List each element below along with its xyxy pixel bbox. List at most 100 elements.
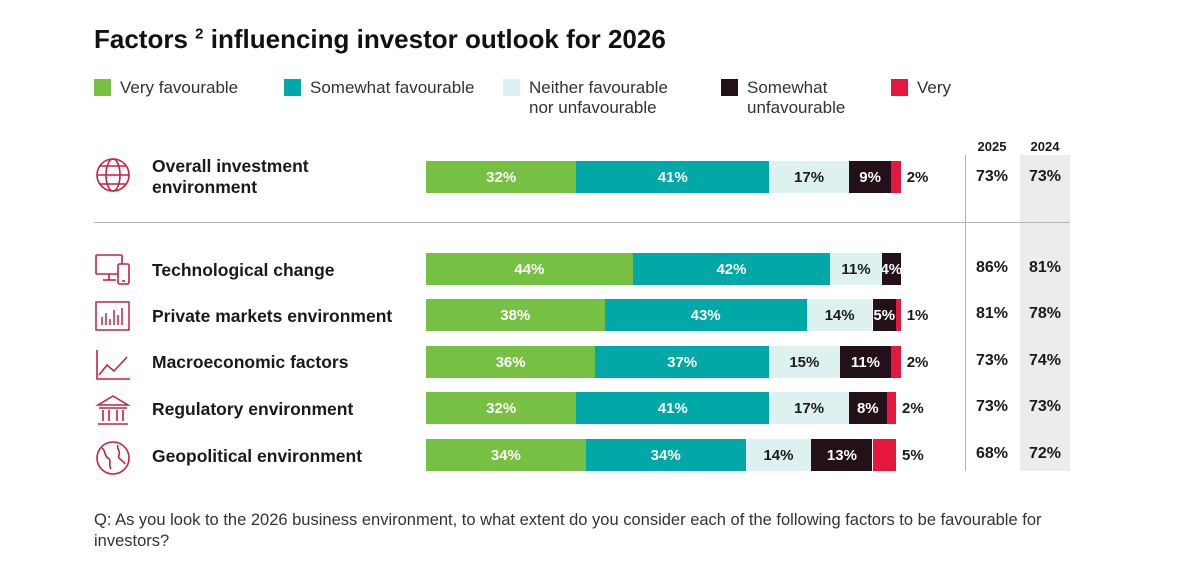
bank-icon xyxy=(95,395,131,425)
row-label-technological: Technological change xyxy=(152,260,335,280)
bar-segment-very-favourable: 44% xyxy=(426,253,633,285)
data-label: 11% xyxy=(850,353,881,371)
column-separator xyxy=(965,155,966,471)
legend-item-neither: Neither favourable nor unfavourable xyxy=(503,78,668,118)
bar-segment-somewhat-unfavourable: 9% xyxy=(849,161,892,193)
data-label: 44% xyxy=(514,260,545,278)
bar-segment-somewhat-favourable: 41% xyxy=(576,161,770,193)
total-2025: 73% xyxy=(975,168,1009,185)
bar-segment-very xyxy=(891,161,901,193)
data-label: 1% xyxy=(906,306,929,324)
total-2025: 73% xyxy=(975,398,1009,415)
bar-segment-very-favourable: 32% xyxy=(426,392,577,424)
data-label: 34% xyxy=(650,446,681,464)
bar-segment-very-favourable: 34% xyxy=(426,439,586,471)
bar-segment-very xyxy=(891,346,901,378)
line-chart-icon xyxy=(96,350,130,380)
world-map-icon xyxy=(96,441,130,475)
section-divider xyxy=(94,222,1070,223)
legend-item-very-favourable: Very favourable xyxy=(94,78,238,98)
legend-item-very: Very xyxy=(891,78,951,98)
bar-segment-neither: 17% xyxy=(769,392,849,424)
data-label: 13% xyxy=(826,446,857,464)
row-label-private-markets: Private markets environment xyxy=(152,306,393,326)
row-label-overall: Overall investment environment xyxy=(152,156,309,197)
column-header-2024: 2024 xyxy=(1030,139,1060,154)
data-label: 37% xyxy=(667,353,698,371)
chart-title: Factors 2 influencing investor outlook f… xyxy=(94,24,666,54)
total-2025: 68% xyxy=(975,445,1009,462)
data-label: 2% xyxy=(902,399,924,417)
data-label: 38% xyxy=(500,306,531,324)
legend-swatch xyxy=(94,79,111,96)
column-header-2025: 2025 xyxy=(977,139,1007,154)
total-2025: 81% xyxy=(975,305,1009,322)
total-2024: 81% xyxy=(1028,259,1062,276)
data-label: 5% xyxy=(902,446,924,464)
bar-segment-neither: 17% xyxy=(769,161,849,193)
total-2024: 73% xyxy=(1028,168,1062,185)
bar-segment-neither: 14% xyxy=(745,439,812,471)
data-label: 34% xyxy=(490,446,521,464)
total-2024: 78% xyxy=(1028,305,1062,322)
legend-item-somewhat-unfavourable: Somewhat unfavourable xyxy=(721,78,845,118)
bar-segment-somewhat-unfavourable: 8% xyxy=(849,392,887,424)
row-label-geopolitical: Geopolitical environment xyxy=(152,446,363,466)
bar-segment-somewhat-unfavourable: 5% xyxy=(872,299,896,331)
row-label-regulatory: Regulatory environment xyxy=(152,399,354,419)
bar-segment-neither: 11% xyxy=(830,253,882,285)
bar-segment-very xyxy=(886,392,896,424)
data-label: 8% xyxy=(856,399,879,417)
data-label: 14% xyxy=(763,446,794,464)
bar-segment-somewhat-favourable: 37% xyxy=(595,346,770,378)
data-label: 42% xyxy=(716,260,747,278)
bar-segment-very-favourable: 32% xyxy=(426,161,577,193)
total-2025: 73% xyxy=(975,352,1009,369)
data-label: 14% xyxy=(824,306,855,324)
data-label: 32% xyxy=(486,168,517,186)
bar-segment-somewhat-favourable: 34% xyxy=(585,439,746,471)
data-label: 4% xyxy=(880,260,903,278)
total-2024: 72% xyxy=(1028,445,1062,462)
devices-icon xyxy=(95,254,130,285)
bar-chart-icon xyxy=(95,301,130,331)
bar-segment-somewhat-unfavourable: 11% xyxy=(839,346,892,378)
bar-segment-somewhat-unfavourable: 4% xyxy=(880,253,903,285)
title-superscript: 2 xyxy=(195,25,204,43)
bar-segment-somewhat-favourable: 42% xyxy=(632,253,831,285)
data-label: 43% xyxy=(690,306,721,324)
data-label: 36% xyxy=(495,353,526,371)
bar-segment-very xyxy=(872,439,896,471)
total-2024: 74% xyxy=(1028,352,1062,369)
data-label: 5% xyxy=(873,306,896,324)
data-label: 32% xyxy=(486,399,517,417)
survey-question-footnote: Q: As you look to the 2026 business envi… xyxy=(94,511,1042,550)
data-label: 15% xyxy=(789,353,820,371)
data-label: 2% xyxy=(906,353,929,371)
bar-segment-very-favourable: 36% xyxy=(426,346,596,378)
data-label: 9% xyxy=(859,168,881,186)
data-label: 17% xyxy=(794,168,825,186)
bar-segment-somewhat-unfavourable: 13% xyxy=(811,439,873,471)
legend-swatch xyxy=(503,79,520,96)
legend-swatch xyxy=(284,79,301,96)
bar-segment-somewhat-favourable: 41% xyxy=(576,392,770,424)
legend-swatch xyxy=(891,79,908,96)
data-label: 11% xyxy=(841,260,871,278)
legend-swatch xyxy=(721,79,738,96)
bar-segment-very-favourable: 38% xyxy=(426,299,605,331)
legend-item-somewhat-favourable: Somewhat favourable xyxy=(284,78,474,98)
data-label: 41% xyxy=(657,168,688,186)
data-label: 2% xyxy=(906,168,929,186)
globe-icon xyxy=(96,158,130,192)
total-2025: 86% xyxy=(975,259,1009,276)
bar-segment-somewhat-favourable: 43% xyxy=(604,299,807,331)
bar-segment-neither: 15% xyxy=(769,346,840,378)
bar-segment-neither: 14% xyxy=(806,299,873,331)
row-label-macroeconomic: Macroeconomic factors xyxy=(152,352,349,372)
column-2024-band xyxy=(1020,155,1070,471)
data-label: 41% xyxy=(657,399,688,417)
data-label: 17% xyxy=(794,399,825,417)
total-2024: 73% xyxy=(1028,398,1062,415)
bar-segment-very xyxy=(896,299,901,331)
